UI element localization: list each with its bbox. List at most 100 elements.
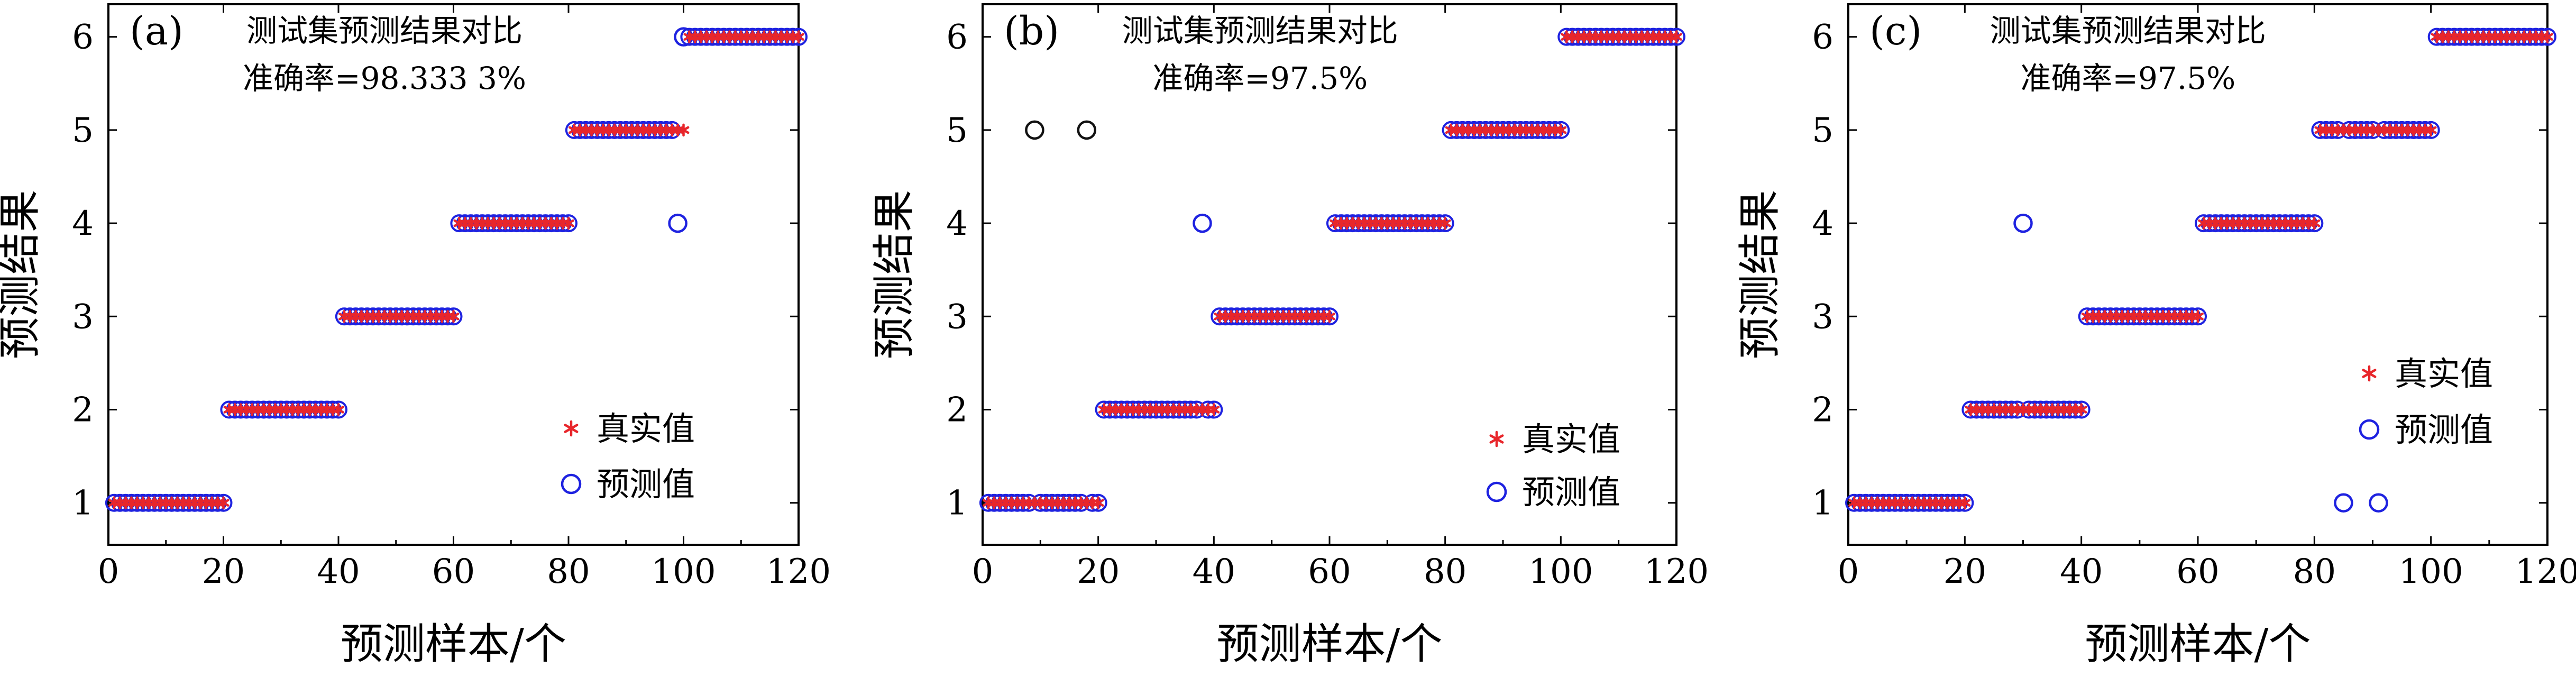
legend-true-marker (2362, 365, 2377, 382)
x-tick-label: 40 (2060, 552, 2103, 591)
true-series (108, 30, 804, 509)
x-tick-label: 120 (1644, 552, 1709, 591)
legend-predicted-label: 预测值 (2395, 410, 2493, 449)
chart-subtitle: 准确率=97.5% (2020, 60, 2235, 96)
true-series (983, 30, 1682, 509)
true-point (1208, 403, 1220, 416)
chart-panel-2: 0 20 40 60 80 100 120 1 2 3 4 5 6 预测样本/个 预测结果 (b) 测试集预测结… (869, 3, 1709, 669)
y-tick-label: 3 (946, 297, 968, 336)
y-tick-label: 4 (1812, 204, 1834, 243)
predicted-point-misclassified (668, 213, 687, 233)
x-tick-label: 0 (972, 552, 994, 591)
x-tick-label: 60 (432, 552, 475, 591)
y-axis-label: 预测结果 (1735, 190, 1784, 359)
y-tick-label: 6 (72, 18, 94, 57)
true-point (2425, 123, 2437, 137)
legend-predicted-marker (1486, 481, 1507, 502)
x-tick-label: 20 (202, 552, 245, 591)
x-tick-label: 0 (98, 552, 120, 591)
predicted-point-misclassified (1193, 213, 1212, 233)
panel-label: (c) (1869, 8, 1922, 54)
y-tick-label: 5 (72, 111, 94, 150)
true-point (677, 123, 690, 137)
x-tick-label: 20 (1077, 552, 1120, 591)
predicted-point-misclassified (1077, 120, 1097, 140)
y-tick-label: 1 (1812, 484, 1834, 523)
predicted-point-misclassified (2334, 493, 2353, 513)
predicted-point-misclassified (2013, 213, 2033, 233)
y-tick-label: 2 (1812, 391, 1834, 430)
y-tick-label: 4 (946, 204, 968, 243)
x-axis-label: 预测样本/个 (341, 619, 566, 669)
y-tick-label: 3 (72, 297, 94, 336)
legend-predicted-marker (561, 473, 582, 495)
true-point (217, 496, 230, 509)
y-tick-label: 2 (72, 391, 94, 430)
y-tick-label: 1 (72, 484, 94, 523)
y-tick-label: 5 (1812, 111, 1834, 150)
chart-subtitle: 准确率=98.333 3% (243, 60, 526, 96)
true-point (2308, 216, 2321, 230)
x-tick-label: 40 (1193, 552, 1235, 591)
legend-predicted-marker (2359, 419, 2380, 440)
panel-label: (b) (1004, 8, 1059, 54)
x-tick-label: 60 (1308, 552, 1351, 591)
y-tick-label: 6 (1812, 18, 1834, 57)
predicted-point-misclassified (674, 27, 693, 47)
true-point (793, 30, 804, 43)
true-point (1439, 216, 1451, 230)
y-axis-label: 预测结果 (0, 190, 44, 359)
chart-panel-3: 0 20 40 60 80 100 120 1 2 3 4 5 6 预测样本/个 预测结果 (c) 测试集预测结… (1735, 3, 2576, 669)
chart-panel-1: 0 20 40 60 80 100 120 1 2 3 4 5 6 预测样本/个 预测结果 (a) 测试集预测结… (0, 3, 831, 669)
x-tick-label: 40 (317, 552, 360, 591)
legend-true-marker (564, 420, 579, 437)
x-tick-label: 80 (1424, 552, 1466, 591)
x-tick-label: 100 (651, 552, 716, 591)
x-tick-label: 80 (547, 552, 590, 591)
legend-predicted-label: 预测值 (1522, 473, 1620, 511)
chart-title: 测试集预测结果对比 (246, 13, 522, 49)
x-tick-label: 100 (1528, 552, 1593, 591)
x-tick-label: 60 (2176, 552, 2219, 591)
true-point (2075, 403, 2087, 416)
x-tick-label: 120 (766, 552, 831, 591)
predicted-point-misclassified (2369, 493, 2388, 513)
chart-title: 测试集预测结果对比 (1990, 13, 2266, 49)
x-tick-label: 80 (2293, 552, 2336, 591)
predicted-point-misclassified (1025, 120, 1044, 140)
true-point (1555, 123, 1567, 137)
true-point (1959, 496, 1971, 509)
true-point (2192, 310, 2204, 323)
predicted-series (105, 27, 808, 512)
y-tick-label: 3 (1812, 297, 1834, 336)
legend-true-label: 真实值 (2395, 354, 2493, 393)
y-axis-label: 预测结果 (869, 190, 919, 359)
true-point (447, 310, 460, 323)
true-point (563, 216, 574, 230)
true-point (1671, 30, 1682, 43)
true-point (1324, 310, 1335, 323)
y-tick-label: 4 (72, 204, 94, 243)
panel-label: (a) (130, 8, 184, 54)
true-point (333, 403, 344, 416)
legend-true-label: 真实值 (597, 409, 695, 448)
x-axis-label: 预测样本/个 (1217, 619, 1443, 669)
y-tick-label: 1 (946, 484, 968, 523)
y-tick-label: 5 (946, 111, 968, 150)
x-tick-label: 0 (1838, 552, 1859, 591)
true-point (2542, 30, 2553, 43)
legend-predicted-label: 预测值 (597, 465, 695, 504)
chart-subtitle: 准确率=97.5% (1152, 60, 1368, 96)
x-tick-label: 120 (2515, 552, 2576, 591)
x-axis-label: 预测样本/个 (2085, 619, 2311, 669)
x-tick-label: 100 (2399, 552, 2463, 591)
x-tick-label: 20 (1944, 552, 1986, 591)
y-tick-label: 6 (946, 18, 968, 57)
y-tick-label: 2 (946, 391, 968, 430)
legend-true-label: 真实值 (1522, 420, 1620, 459)
true-point (1092, 496, 1104, 509)
legend-true-marker (1489, 431, 1504, 447)
